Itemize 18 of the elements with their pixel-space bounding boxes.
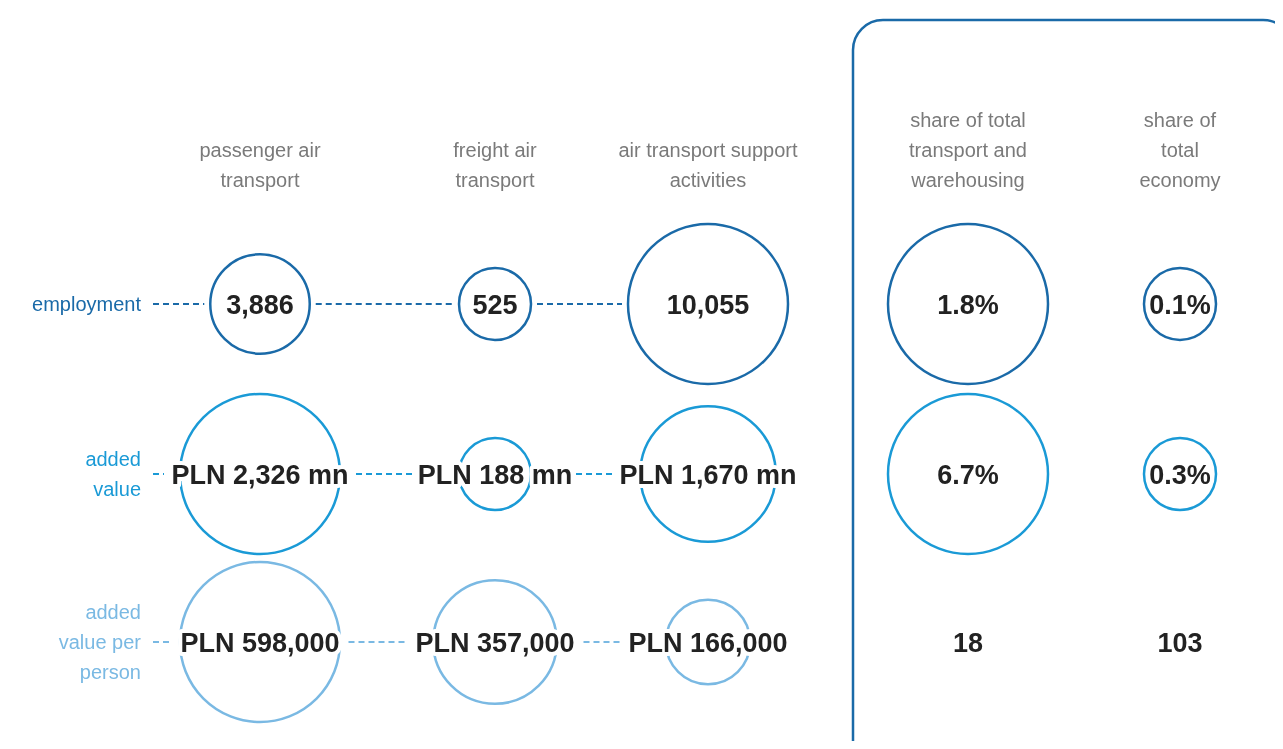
- category-label: freight air transport: [453, 139, 538, 191]
- data-label: 3,886: [226, 290, 294, 320]
- data-label: 10,055: [666, 290, 750, 320]
- category-label: share of total transport and warehousing: [909, 109, 1027, 191]
- data-label: 0.3%: [1149, 460, 1211, 490]
- data-label: 1.8%: [937, 290, 999, 320]
- legend-label: added value per person: [58, 601, 142, 683]
- data-label: PLN 598,000: [180, 628, 340, 658]
- legend-label: added value: [85, 448, 141, 500]
- category-label: share of total economy: [1139, 109, 1221, 191]
- legend-label: employment: [32, 293, 142, 315]
- data-label: 0.1%: [1149, 290, 1211, 320]
- data-label: 103: [1157, 628, 1203, 658]
- category-label: air transport support activities: [618, 139, 798, 191]
- category-label: passenger air transport: [199, 139, 321, 191]
- data-label: 6.7%: [937, 460, 999, 490]
- data-label: 18: [952, 628, 984, 658]
- data-label: 525: [472, 290, 518, 320]
